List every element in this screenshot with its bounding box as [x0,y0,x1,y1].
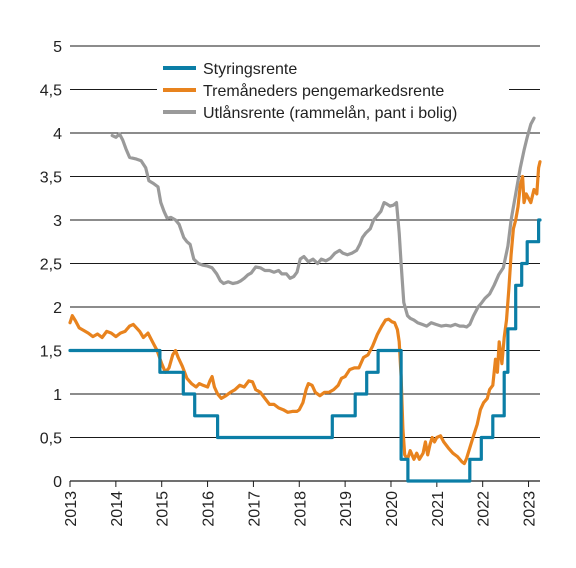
x-tick-label: 2019 [338,491,355,527]
legend-label-utlaansrente: Utlånsrente (rammelån, pant i bolig) [203,104,457,122]
series-line-0 [68,218,542,483]
y-tick-label: 5 [53,39,62,56]
legend-label-tremaaneders: Tremåneders pengemarkedsrente [203,82,444,100]
y-tick-label: 4,5 [40,83,62,100]
y-tick-label: 0,5 [40,431,62,448]
y-tick-label: 2 [53,300,62,317]
y-tick-label: 2,5 [40,257,62,274]
series-line-2 [110,116,536,329]
series-line-1 [68,160,542,466]
x-tick-label: 2014 [109,491,126,527]
series-lines [68,116,542,483]
legend-background [157,54,509,126]
y-tick-label: 1,5 [40,344,62,361]
tick-labels: 0 0,5 1 1,5 2 2,5 3 3,5 4 4,5 5 2013 2014 2015 2016 201… [40,39,539,527]
x-tick-label: 2013 [63,491,80,527]
x-tick-label: 2020 [384,491,401,527]
legend-label-styringsrente: Styringsrente [203,61,297,78]
x-tick-label: 2023 [522,491,539,527]
y-tick-label: 0 [53,474,62,491]
y-tick-label: 1 [53,387,62,404]
y-tick-label: 4 [53,126,62,143]
y-tick-label: 3 [53,213,62,230]
x-tick-label: 2016 [201,491,218,527]
x-tick-label: 2021 [430,491,447,527]
x-tick-label: 2022 [476,491,493,527]
y-tick-label: 3,5 [40,170,62,187]
x-tick-label: 2018 [292,491,309,527]
x-tick-label: 2017 [246,491,263,527]
x-tick-label: 2015 [155,491,172,527]
